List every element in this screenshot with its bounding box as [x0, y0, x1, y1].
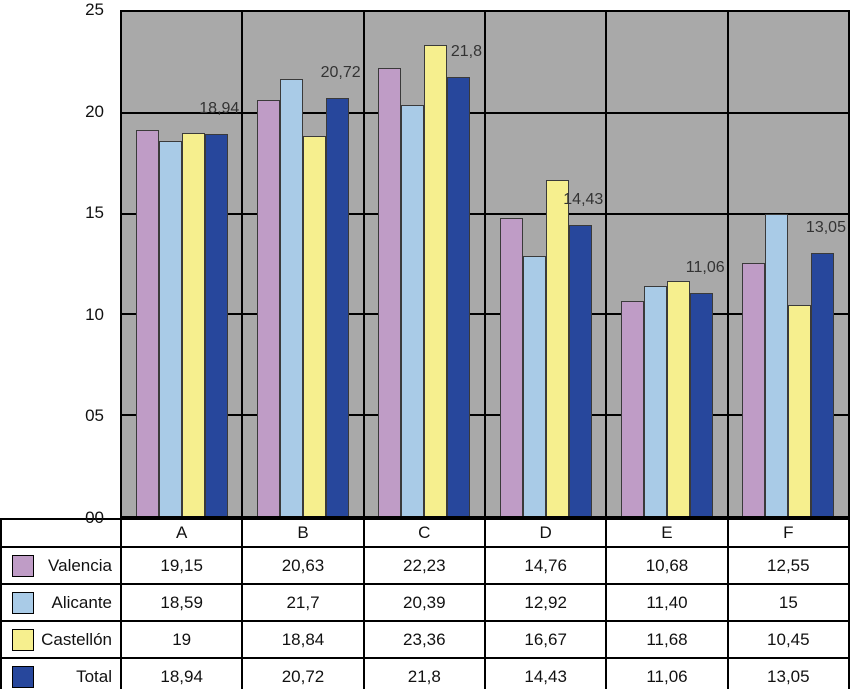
- y-tick-label: 20: [85, 101, 104, 121]
- legend-cell-castellón: Castellón: [0, 620, 122, 659]
- bar-group-a: 18,94: [122, 12, 244, 516]
- legend-cell-alicante: Alicante: [0, 583, 122, 622]
- value-cell: 14,43: [483, 657, 608, 689]
- bar-alicante-e: [643, 286, 667, 516]
- bar-group-d: 14,43: [486, 12, 608, 516]
- bar-alicante-f: [765, 213, 789, 516]
- bar-group-e: 11,06: [607, 12, 729, 516]
- value-cell: 10,68: [605, 546, 729, 585]
- value-label-d: 14,43: [563, 191, 604, 209]
- bar-alicante-a: [158, 141, 182, 516]
- value-cell: 18,59: [119, 583, 244, 622]
- value-cell: 19,15: [119, 546, 244, 585]
- value-label-e: 11,06: [685, 259, 725, 277]
- blank-cell: [0, 518, 122, 548]
- value-cell: 10,45: [726, 620, 850, 659]
- table-row-total: Total 18,94 20,72 21,8 14,43 11,06 13,05: [0, 657, 850, 689]
- value-cell: 11,40: [605, 583, 729, 622]
- value-cell: 13,05: [726, 657, 850, 689]
- value-label-f: 13,05: [805, 218, 846, 236]
- bar-total-e: [689, 293, 713, 516]
- value-label-c: 21,8: [450, 42, 482, 60]
- category-label: E: [605, 518, 729, 548]
- value-cell: 19: [119, 620, 244, 659]
- bar-total-f: [811, 252, 835, 516]
- y-axis: 25 20 15 10 05 00: [0, 0, 120, 527]
- value-cell: 20,72: [241, 657, 365, 689]
- value-label-a: 18,94: [199, 100, 240, 118]
- category-label: F: [726, 518, 850, 548]
- plot-area: 18,94 20,72 21,8 14,43 11,06 13,05: [120, 10, 850, 518]
- bar-groups: 18,94 20,72 21,8 14,43 11,06 13,05: [122, 12, 848, 516]
- value-cell: 21,8: [362, 657, 486, 689]
- legend-cell-valencia: Valencia: [0, 546, 122, 585]
- category-label: D: [483, 518, 608, 548]
- bar-valencia-c: [378, 67, 402, 516]
- bar-total-d: [568, 225, 592, 516]
- bar-total-c: [447, 76, 471, 516]
- y-tick-label: 05: [85, 406, 104, 426]
- bar-alicante-c: [401, 104, 425, 516]
- y-tick-label: 15: [85, 203, 104, 223]
- value-cell: 20,63: [241, 546, 365, 585]
- value-cell: 11,68: [605, 620, 729, 659]
- bar-castellón-d: [545, 179, 569, 516]
- table-row-valencia: Valencia 19,15 20,63 22,23 14,76 10,68 12,55: [0, 546, 850, 585]
- bar-total-a: [204, 134, 228, 516]
- value-cell: 14,76: [483, 546, 608, 585]
- bar-castellón-e: [666, 280, 690, 516]
- value-cell: 22,23: [362, 546, 486, 585]
- value-cell: 15: [726, 583, 850, 622]
- bar-group-f: 13,05: [729, 12, 848, 516]
- legend-swatch-total: [12, 665, 34, 688]
- category-label: B: [241, 518, 365, 548]
- y-tick-label: 10: [85, 304, 104, 324]
- data-table: A B C D E F Valencia 19,15 20,63 22,23 14,76 10,68 1…: [0, 518, 850, 689]
- legend-swatch-alicante: [12, 591, 34, 614]
- y-tick-label: 00: [85, 508, 104, 527]
- bar-castellón-b: [302, 136, 326, 516]
- bar-alicante-d: [522, 255, 546, 516]
- y-tick-label: 25: [85, 0, 104, 19]
- bar-valencia-a: [135, 129, 159, 516]
- value-cell: 18,94: [119, 657, 244, 689]
- legend-swatch-valencia: [12, 554, 34, 577]
- value-cell: 18,84: [241, 620, 365, 659]
- bar-castellón-c: [424, 45, 448, 516]
- bar-total-b: [325, 98, 349, 516]
- bar-group-b: 20,72: [243, 12, 365, 516]
- table-row-castellón: Castellón 19 18,84 23,36 16,67 11,68 10,45: [0, 620, 850, 659]
- bar-alicante-b: [279, 78, 303, 516]
- bar-valencia-d: [499, 218, 523, 516]
- bar-chart: 25 20 15 10 05 00 18,94 20,72 21,8 14,43 11,06 13,…: [0, 0, 850, 527]
- value-cell: 11,06: [605, 657, 729, 689]
- bar-valencia-f: [742, 263, 766, 516]
- table-row-alicante: Alicante 18,59 21,7 20,39 12,92 11,40 15: [0, 583, 850, 622]
- bar-group-c: 21,8: [365, 12, 486, 516]
- value-label-b: 20,72: [320, 64, 361, 82]
- series-name: Castellón: [41, 629, 112, 649]
- legend-cell-total: Total: [0, 657, 122, 689]
- bar-valencia-e: [620, 300, 644, 516]
- series-name: Alicante: [51, 592, 112, 612]
- value-cell: 12,92: [483, 583, 608, 622]
- legend-swatch-castellón: [12, 628, 34, 651]
- value-cell: 21,7: [241, 583, 365, 622]
- series-name: Total: [76, 666, 112, 686]
- value-cell: 16,67: [483, 620, 608, 659]
- category-label: A: [119, 518, 244, 548]
- bar-valencia-b: [256, 100, 280, 516]
- category-label: C: [362, 518, 486, 548]
- value-cell: 20,39: [362, 583, 486, 622]
- value-cell: 12,55: [726, 546, 850, 585]
- bar-castellón-a: [181, 132, 205, 516]
- value-cell: 23,36: [362, 620, 486, 659]
- series-name: Valencia: [48, 555, 112, 575]
- bar-castellón-f: [788, 305, 812, 516]
